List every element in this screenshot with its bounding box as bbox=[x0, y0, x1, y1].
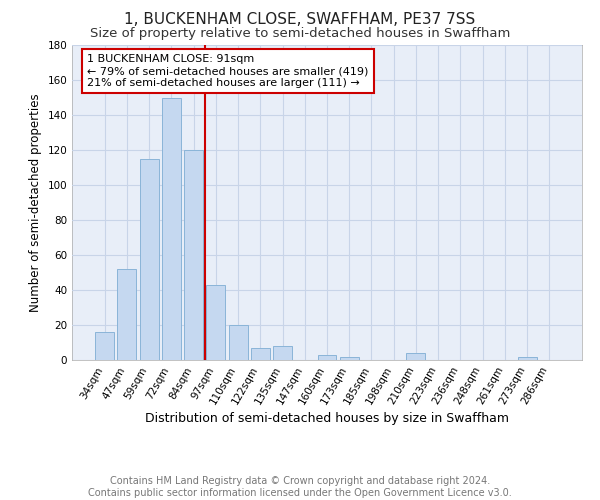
Bar bbox=[95, 332, 114, 360]
Bar bbox=[518, 356, 536, 360]
Bar bbox=[162, 98, 181, 360]
Text: Contains HM Land Registry data © Crown copyright and database right 2024.
Contai: Contains HM Land Registry data © Crown c… bbox=[88, 476, 512, 498]
Bar bbox=[406, 353, 425, 360]
Bar bbox=[140, 159, 158, 360]
Bar bbox=[184, 150, 203, 360]
Bar bbox=[317, 355, 337, 360]
Bar bbox=[229, 325, 248, 360]
Bar bbox=[118, 269, 136, 360]
Text: 1 BUCKENHAM CLOSE: 91sqm
← 79% of semi-detached houses are smaller (419)
21% of : 1 BUCKENHAM CLOSE: 91sqm ← 79% of semi-d… bbox=[88, 54, 368, 88]
Bar bbox=[206, 285, 225, 360]
Bar bbox=[251, 348, 270, 360]
Y-axis label: Number of semi-detached properties: Number of semi-detached properties bbox=[29, 93, 42, 312]
Bar bbox=[273, 346, 292, 360]
X-axis label: Distribution of semi-detached houses by size in Swaffham: Distribution of semi-detached houses by … bbox=[145, 412, 509, 425]
Text: Size of property relative to semi-detached houses in Swaffham: Size of property relative to semi-detach… bbox=[90, 28, 510, 40]
Text: 1, BUCKENHAM CLOSE, SWAFFHAM, PE37 7SS: 1, BUCKENHAM CLOSE, SWAFFHAM, PE37 7SS bbox=[124, 12, 476, 28]
Bar bbox=[340, 356, 359, 360]
